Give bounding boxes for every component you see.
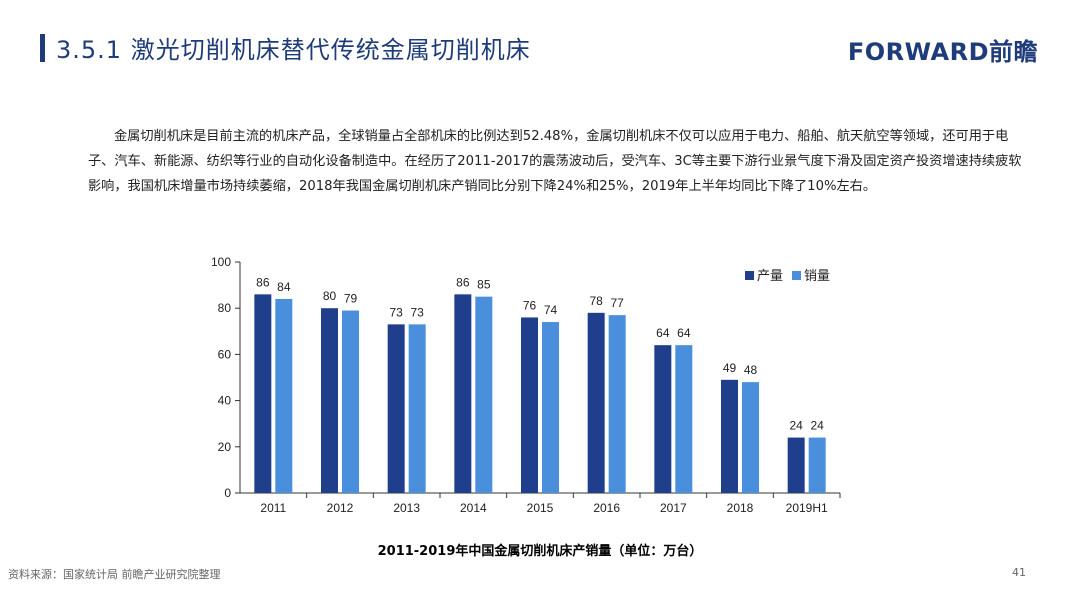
- bar-production: [454, 294, 472, 493]
- y-tick-label: 40: [218, 394, 232, 408]
- bar-sales: [608, 315, 626, 493]
- x-tick-label: 2019H1: [786, 501, 828, 515]
- bar-production: [254, 294, 272, 493]
- x-tick-label: 2014: [460, 501, 487, 515]
- data-label: 73: [389, 305, 403, 319]
- bar-sales: [542, 322, 559, 493]
- brand-logo: FORWARD前瞻: [847, 38, 1038, 66]
- bar-sales: [275, 298, 293, 493]
- legend-swatch: [745, 271, 754, 280]
- data-label: 49: [723, 361, 737, 375]
- x-tick-label: 2011: [260, 501, 286, 515]
- x-tick-label: 2016: [593, 501, 620, 515]
- y-tick-label: 60: [218, 347, 232, 361]
- source-note: 资料来源：国家统计局 前瞻产业研究院整理: [8, 568, 221, 581]
- bar-production: [321, 308, 338, 493]
- y-tick-label: 0: [224, 486, 231, 500]
- data-label: 85: [477, 278, 491, 292]
- data-label: 86: [256, 275, 270, 289]
- legend-swatch: [792, 271, 801, 280]
- y-tick-label: 80: [218, 301, 232, 315]
- data-label: 74: [544, 303, 558, 317]
- data-label: 80: [323, 289, 337, 303]
- bar-sales: [808, 437, 826, 493]
- bar-production: [521, 317, 538, 493]
- data-label: 73: [410, 305, 424, 319]
- x-tick-label: 2013: [393, 501, 420, 515]
- data-label: 77: [610, 296, 624, 310]
- data-label: 76: [523, 298, 537, 312]
- bar-production: [387, 324, 405, 493]
- data-label: 64: [677, 326, 691, 340]
- chart-title: 2011-2019年中国金属切削机床产销量（单位：万台）: [377, 544, 703, 559]
- title-accent-bar: [40, 34, 45, 62]
- bar-production: [787, 437, 805, 493]
- data-label: 86: [456, 275, 470, 289]
- bar-production: [587, 312, 605, 493]
- body-paragraph: 金属切削机床是目前主流的机床产品，全球销量占全部机床的比例达到52.48%，金属…: [88, 129, 1022, 194]
- data-label: 79: [344, 292, 358, 306]
- bar-sales: [408, 324, 426, 493]
- page-number: 41: [1012, 566, 1026, 579]
- bar-sales: [342, 310, 359, 493]
- bar-production: [654, 345, 672, 493]
- data-label: 24: [789, 419, 803, 433]
- x-tick-label: 2017: [660, 501, 687, 515]
- data-label: 48: [744, 363, 758, 377]
- bar-production: [721, 379, 738, 493]
- x-tick-label: 2015: [527, 501, 554, 515]
- x-tick-label: 2018: [727, 501, 754, 515]
- legend-label: 销量: [804, 268, 830, 283]
- y-tick-label: 100: [211, 255, 231, 269]
- y-tick-label: 20: [218, 440, 232, 454]
- data-label: 84: [277, 280, 291, 294]
- data-label: 24: [810, 419, 824, 433]
- legend-label: 产量: [757, 268, 783, 283]
- bar-sales: [675, 345, 693, 493]
- x-tick-label: 2012: [327, 501, 354, 515]
- page-title: 3.5.1 激光切削机床替代传统金属切削机床: [56, 36, 531, 64]
- data-label: 64: [656, 326, 670, 340]
- data-label: 78: [589, 294, 603, 308]
- bar-sales: [475, 296, 493, 493]
- bar-sales: [742, 382, 759, 493]
